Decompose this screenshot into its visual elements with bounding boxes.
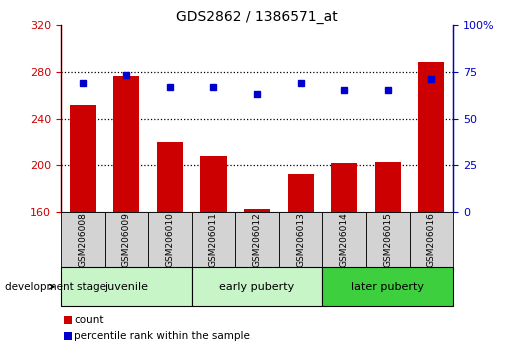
Bar [104, 212, 148, 267]
Bar [375, 162, 401, 212]
Bar [244, 209, 270, 212]
Text: count: count [74, 315, 104, 325]
Text: GSM206015: GSM206015 [383, 212, 392, 267]
Bar [235, 212, 279, 267]
Bar [418, 62, 445, 212]
Text: GSM206014: GSM206014 [340, 212, 349, 267]
Title: GDS2862 / 1386571_at: GDS2862 / 1386571_at [176, 10, 338, 24]
Bar [288, 174, 314, 212]
Bar [157, 142, 183, 212]
Text: GSM206010: GSM206010 [165, 212, 174, 267]
Bar [192, 212, 235, 267]
Bar [331, 163, 357, 212]
Bar [200, 156, 226, 212]
Text: percentile rank within the sample: percentile rank within the sample [74, 331, 250, 341]
Bar [366, 212, 410, 267]
Bar [61, 212, 104, 267]
Bar [148, 212, 192, 267]
Text: GSM206011: GSM206011 [209, 212, 218, 267]
Bar [322, 212, 366, 267]
Text: GSM206012: GSM206012 [253, 212, 261, 267]
Bar [69, 104, 96, 212]
Text: GSM206009: GSM206009 [122, 212, 131, 267]
Bar [113, 76, 139, 212]
Text: GSM206008: GSM206008 [78, 212, 87, 267]
Text: development stage: development stage [5, 282, 107, 292]
Text: GSM206013: GSM206013 [296, 212, 305, 267]
Text: later puberty: later puberty [351, 282, 425, 292]
Text: GSM206016: GSM206016 [427, 212, 436, 267]
Text: early puberty: early puberty [219, 282, 295, 292]
Text: juvenile: juvenile [104, 282, 148, 292]
Bar [192, 267, 322, 306]
Bar [279, 212, 322, 267]
Bar [61, 267, 192, 306]
Bar [322, 267, 453, 306]
Bar [410, 212, 453, 267]
